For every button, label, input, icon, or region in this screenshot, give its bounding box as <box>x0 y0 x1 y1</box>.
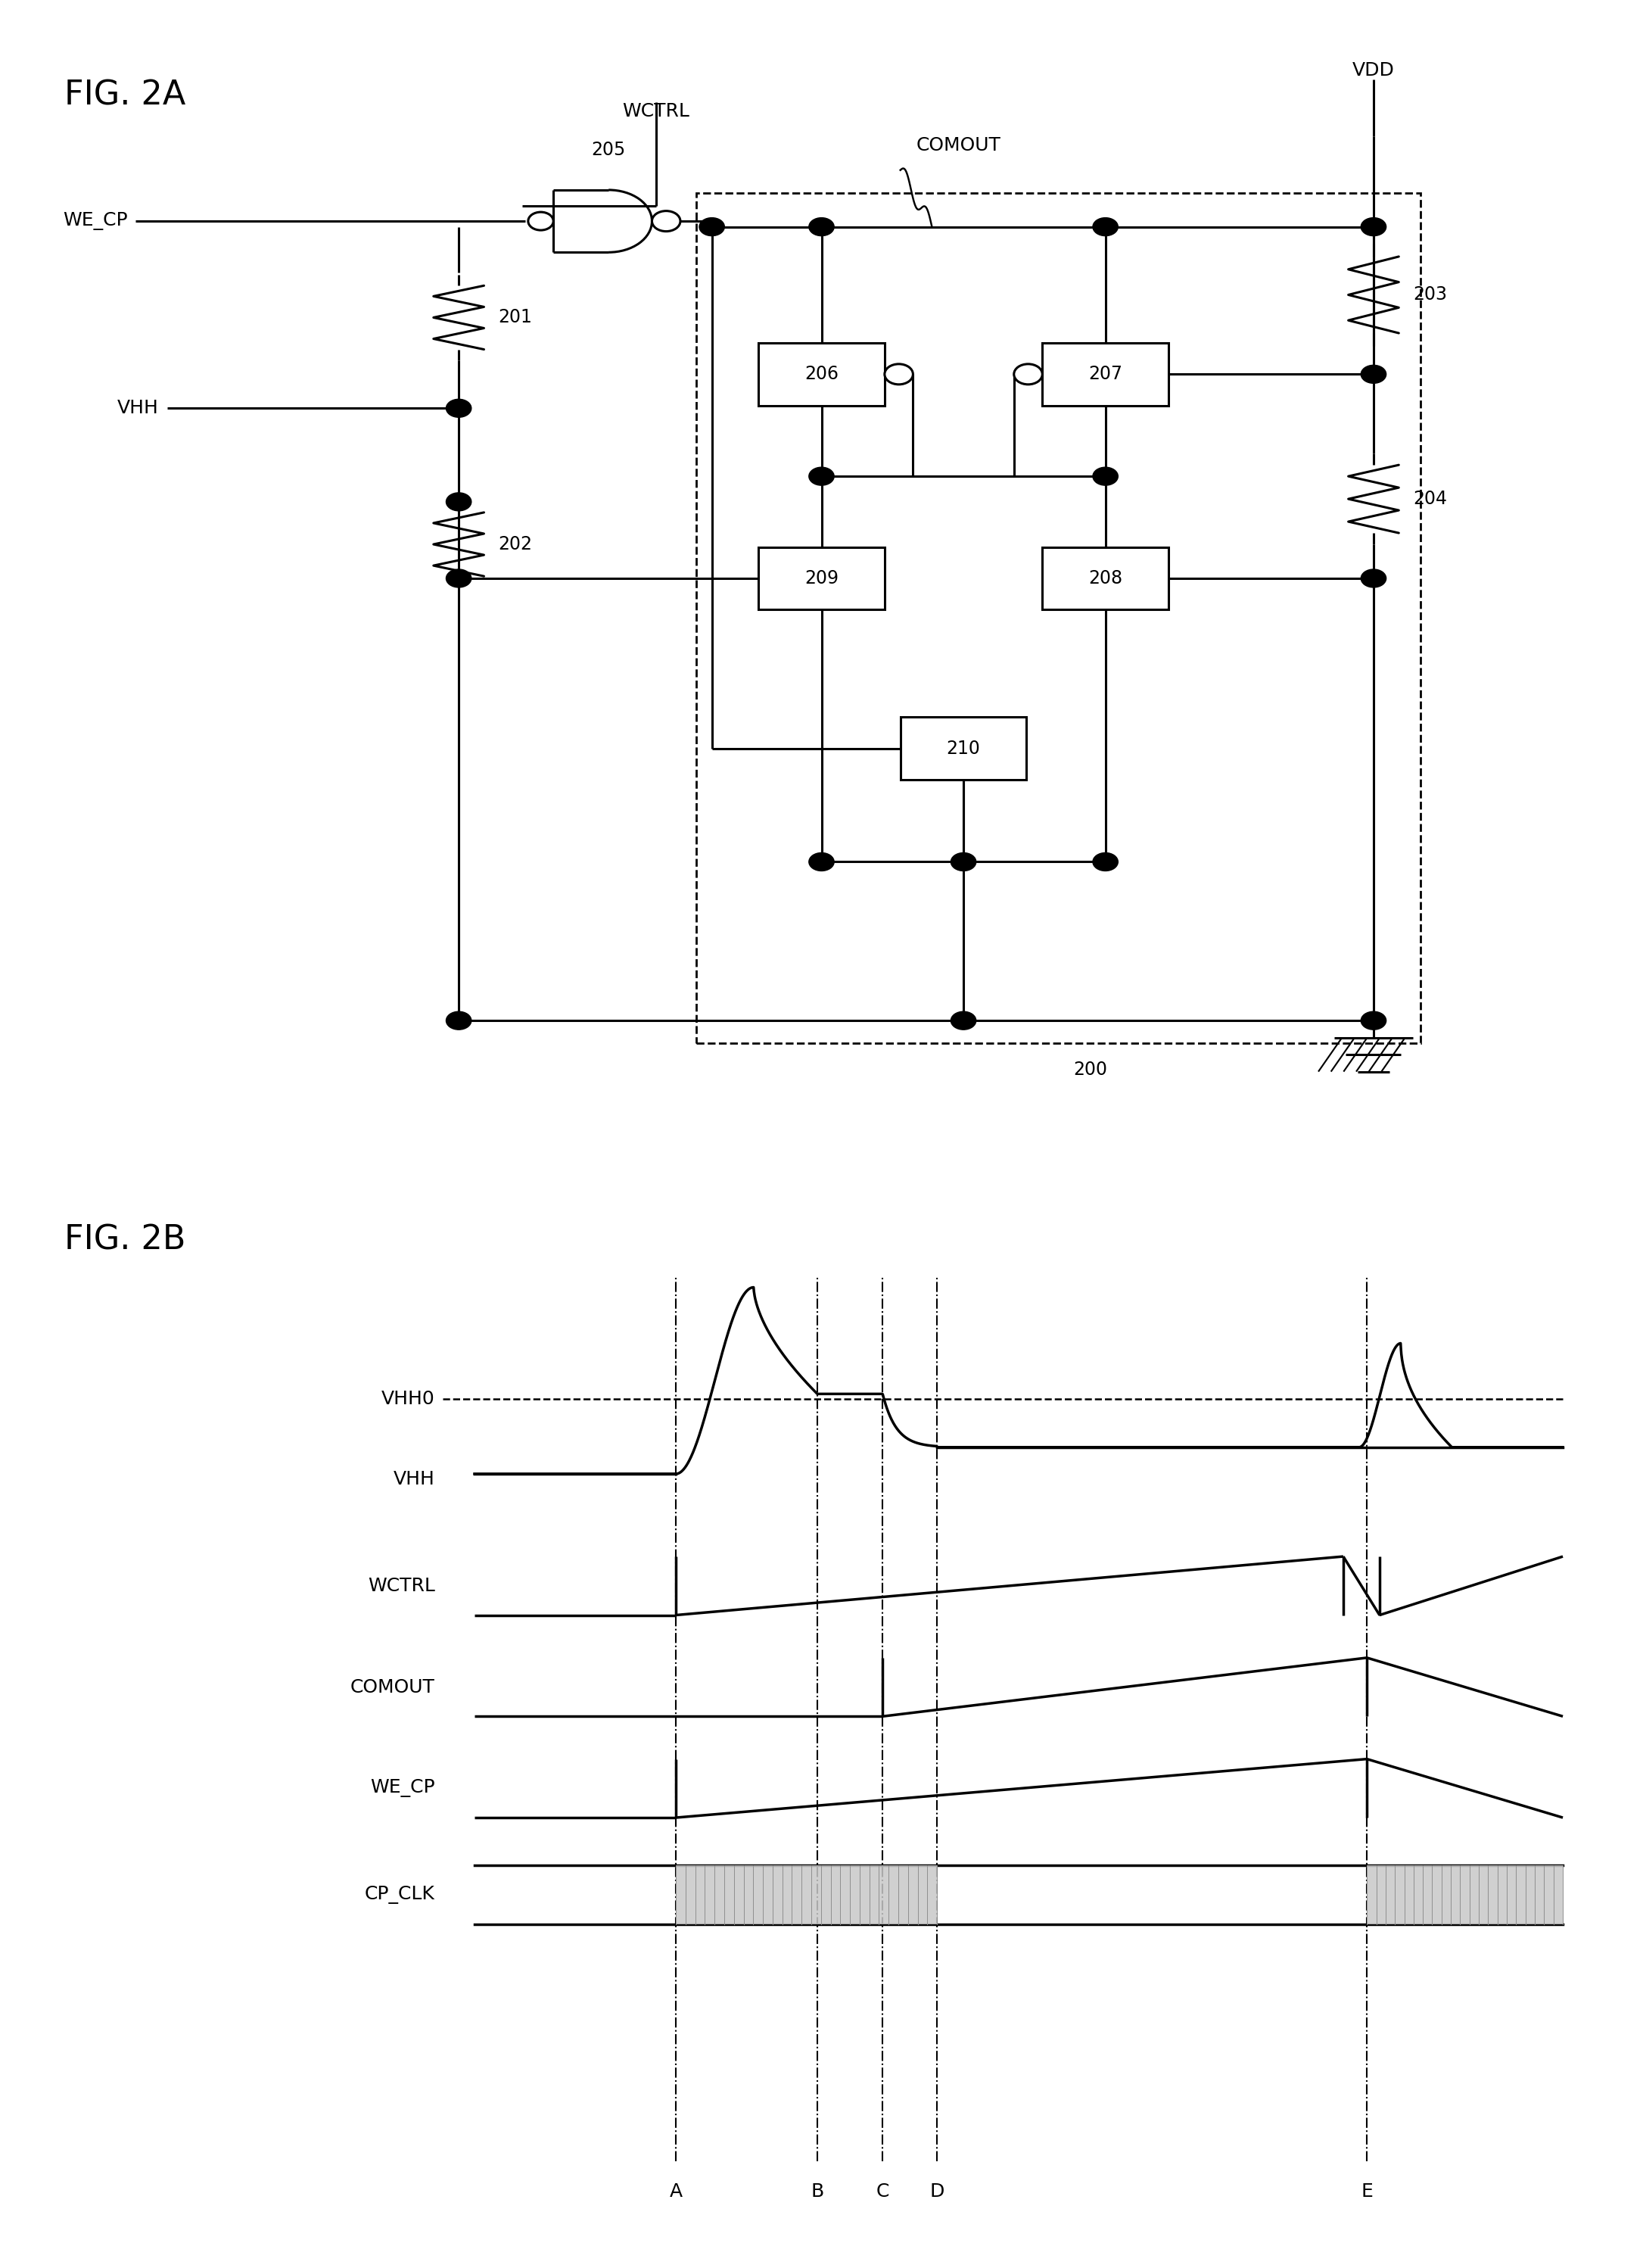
Circle shape <box>951 853 976 871</box>
Bar <box>1367 1867 1562 1923</box>
Text: VHH: VHH <box>394 1470 435 1488</box>
Circle shape <box>1360 569 1387 587</box>
Text: COMOUT: COMOUT <box>350 1678 435 1696</box>
Text: B: B <box>810 2182 823 2200</box>
Text: 206: 206 <box>805 365 838 383</box>
Circle shape <box>447 399 472 417</box>
Circle shape <box>884 365 914 386</box>
Bar <box>675 1867 937 1923</box>
Circle shape <box>1360 365 1387 383</box>
Text: VHH: VHH <box>118 399 159 417</box>
Text: 209: 209 <box>805 569 838 587</box>
Circle shape <box>700 218 725 236</box>
Text: A: A <box>669 2182 682 2200</box>
Text: WCTRL: WCTRL <box>623 102 690 120</box>
Text: 208: 208 <box>1088 569 1122 587</box>
Circle shape <box>447 569 472 587</box>
FancyBboxPatch shape <box>900 717 1027 780</box>
Circle shape <box>808 467 835 485</box>
Text: VDD: VDD <box>1352 61 1395 79</box>
Text: CP_CLK: CP_CLK <box>365 1885 435 1905</box>
Text: C: C <box>876 2182 889 2200</box>
Text: FIG. 2A: FIG. 2A <box>64 79 186 111</box>
Text: D: D <box>930 2182 945 2200</box>
Text: 207: 207 <box>1088 365 1122 383</box>
Text: 204: 204 <box>1413 490 1447 508</box>
Text: FIG. 2B: FIG. 2B <box>64 1222 186 1256</box>
FancyBboxPatch shape <box>1042 342 1168 406</box>
Circle shape <box>808 218 835 236</box>
Circle shape <box>951 1012 976 1030</box>
Text: 203: 203 <box>1413 286 1447 304</box>
Circle shape <box>1360 1012 1387 1030</box>
FancyBboxPatch shape <box>759 342 884 406</box>
Text: WE_CP: WE_CP <box>370 1778 435 1799</box>
Circle shape <box>1014 365 1042 386</box>
Text: WCTRL: WCTRL <box>368 1576 435 1594</box>
Circle shape <box>652 211 680 231</box>
Text: E: E <box>1360 2182 1374 2200</box>
Text: WE_CP: WE_CP <box>62 211 128 231</box>
Circle shape <box>1093 853 1117 871</box>
Circle shape <box>447 1012 472 1030</box>
Circle shape <box>1360 218 1387 236</box>
Circle shape <box>527 213 554 231</box>
FancyBboxPatch shape <box>759 547 884 610</box>
Text: 201: 201 <box>498 308 532 327</box>
Text: 202: 202 <box>498 535 532 553</box>
Text: 200: 200 <box>1073 1061 1107 1080</box>
FancyBboxPatch shape <box>1042 547 1168 610</box>
Circle shape <box>1093 218 1117 236</box>
Circle shape <box>1093 467 1117 485</box>
Circle shape <box>447 492 472 510</box>
Text: VHH0: VHH0 <box>381 1390 435 1408</box>
Text: COMOUT: COMOUT <box>917 136 1001 154</box>
Circle shape <box>808 853 835 871</box>
Text: 210: 210 <box>946 739 981 758</box>
Text: 205: 205 <box>591 141 626 159</box>
